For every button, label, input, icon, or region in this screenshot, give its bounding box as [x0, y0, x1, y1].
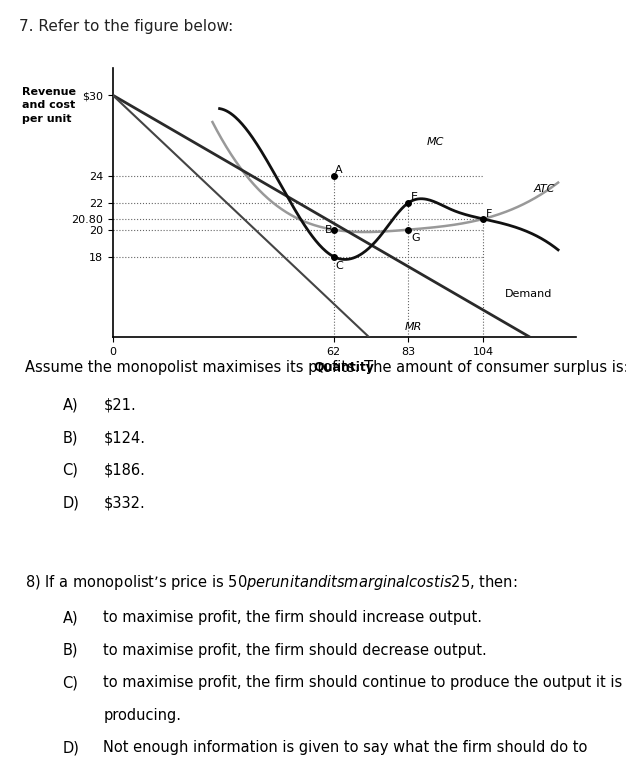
Text: 8) If a monopolist’s price is $50 per unit and its marginal cost is $25, then:: 8) If a monopolist’s price is $50 per un… — [25, 573, 517, 592]
Text: $21.: $21. — [103, 397, 136, 412]
X-axis label: Quantity: Quantity — [314, 362, 375, 374]
Text: E: E — [411, 193, 418, 202]
Text: B): B) — [63, 430, 78, 445]
Text: $332.: $332. — [103, 495, 145, 510]
Text: B): B) — [63, 643, 78, 658]
Text: $124.: $124. — [103, 430, 145, 445]
Text: D): D) — [63, 495, 80, 510]
Text: Demand: Demand — [505, 290, 552, 299]
Text: F: F — [486, 208, 493, 218]
Text: C): C) — [63, 675, 78, 691]
Text: to maximise profit, the firm should decrease output.: to maximise profit, the firm should decr… — [103, 643, 487, 658]
Text: D): D) — [63, 741, 80, 755]
Text: producing.: producing. — [103, 708, 182, 722]
Text: $186.: $186. — [103, 462, 145, 478]
Text: to maximise profit, the firm should continue to produce the output it is: to maximise profit, the firm should cont… — [103, 675, 622, 691]
Text: A): A) — [63, 397, 78, 412]
Text: C: C — [336, 261, 343, 271]
Text: C): C) — [63, 462, 78, 478]
Text: MC: MC — [426, 137, 444, 147]
Text: Revenue
and cost
per unit: Revenue and cost per unit — [22, 87, 76, 124]
Text: 7. Refer to the figure below:: 7. Refer to the figure below: — [19, 19, 233, 34]
Text: to maximise profit, the firm should increase output.: to maximise profit, the firm should incr… — [103, 610, 482, 625]
Text: A): A) — [63, 610, 78, 625]
Text: Not enough information is given to say what the firm should do to: Not enough information is given to say w… — [103, 741, 588, 755]
Text: MR: MR — [405, 321, 423, 331]
Text: B: B — [325, 224, 332, 235]
Text: Assume the monopolist maximises its profits. The amount of consumer surplus is:: Assume the monopolist maximises its prof… — [25, 360, 626, 375]
Text: A: A — [336, 165, 343, 175]
Text: G: G — [411, 233, 420, 243]
Text: ATC: ATC — [533, 184, 555, 194]
